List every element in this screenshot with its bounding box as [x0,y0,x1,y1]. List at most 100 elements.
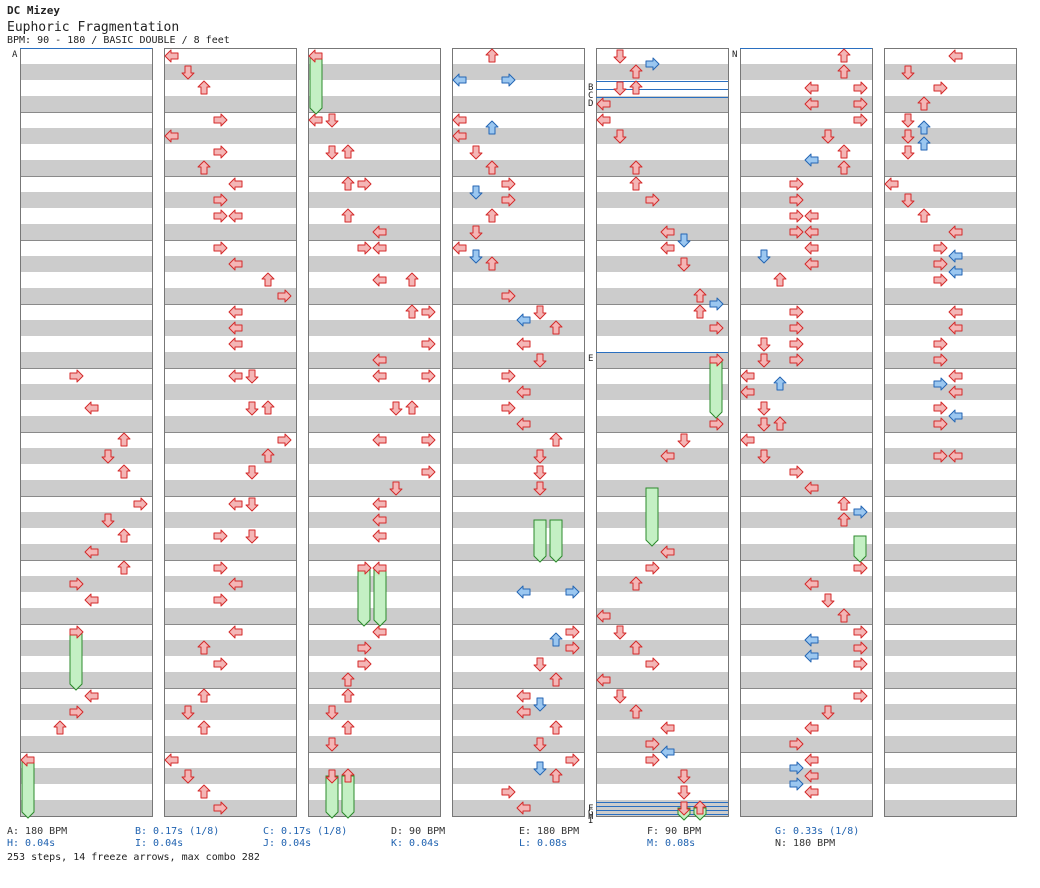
right-arrow [69,369,84,383]
down-arrow [533,305,547,320]
marker-label: G [588,808,593,818]
left-arrow [948,249,963,263]
stripe [20,736,152,752]
stripe [164,672,296,688]
left-arrow [660,225,675,239]
stripe [884,352,1016,368]
right-arrow [645,193,660,207]
left-arrow [308,49,323,63]
right-arrow [933,257,948,271]
stripe [308,480,440,496]
stripe [308,448,440,464]
stripe [596,608,728,624]
stripe [740,544,872,560]
up-arrow [341,768,355,783]
stripe [308,672,440,688]
right-arrow [789,209,804,223]
stripe [164,192,296,208]
right-arrow [565,585,580,599]
right-arrow [213,801,228,815]
down-arrow [757,449,771,464]
right-arrow [501,193,516,207]
down-arrow [901,65,915,80]
legend-item: N: 180 BPM [775,838,836,849]
legend-item: J: 0.04s [263,838,312,849]
left-arrow [516,705,531,719]
left-arrow [228,497,243,511]
right-arrow [789,353,804,367]
marker-label: F [588,804,593,814]
down-arrow [901,193,915,208]
right-arrow [933,449,948,463]
stripe [164,288,296,304]
down-arrow [901,113,915,128]
right-arrow [421,433,436,447]
right-arrow [213,657,228,671]
stripe [452,256,584,272]
stripe [20,256,152,272]
stripe [164,384,296,400]
stripe [452,64,584,80]
up-arrow [405,304,419,319]
right-arrow [645,657,660,671]
marker-label: A [12,50,18,60]
left-arrow [372,353,387,367]
marker-label: N [732,50,737,60]
stripe [20,64,152,80]
left-arrow [804,97,819,111]
down-arrow [757,353,771,368]
stripe [20,384,152,400]
left-arrow [452,113,467,127]
up-arrow [837,48,851,63]
stripe [596,64,728,80]
left-arrow [84,593,99,607]
stripe [308,192,440,208]
legend-item: C: 0.17s (1/8) [263,826,348,837]
stripe [20,448,152,464]
up-arrow [837,144,851,159]
up-arrow [629,176,643,191]
stripe [884,192,1016,208]
up-arrow [197,688,211,703]
stripe [740,736,872,752]
right-arrow [789,225,804,239]
stripe [308,160,440,176]
stripe [884,288,1016,304]
up-arrow [197,784,211,799]
stripe [452,480,584,496]
stripe [308,96,440,112]
left-arrow [948,449,963,463]
legend-item: I: 0.04s [135,838,184,849]
stripe [596,96,728,112]
up-arrow [261,400,275,415]
left-arrow [372,625,387,639]
stripe [20,672,152,688]
down-arrow [101,449,115,464]
freeze-arrow [325,775,339,819]
left-arrow [804,753,819,767]
up-arrow [693,304,707,319]
up-arrow [773,416,787,431]
down-arrow [533,697,547,712]
down-arrow [181,769,195,784]
down-arrow [533,761,547,776]
right-arrow [709,321,724,335]
down-arrow [245,465,259,480]
right-arrow [277,433,292,447]
stripe [884,128,1016,144]
up-arrow [549,672,563,687]
right-arrow [645,737,660,751]
right-arrow [501,177,516,191]
left-arrow [660,745,675,759]
left-arrow [948,321,963,335]
stripe [596,288,728,304]
up-arrow [917,96,931,111]
stripe [884,768,1016,784]
stripe [740,320,872,336]
right-arrow [133,497,148,511]
chart-column [20,48,153,817]
left-arrow [804,153,819,167]
stripe [164,640,296,656]
freeze-arrow [549,519,563,563]
down-arrow [677,257,691,272]
